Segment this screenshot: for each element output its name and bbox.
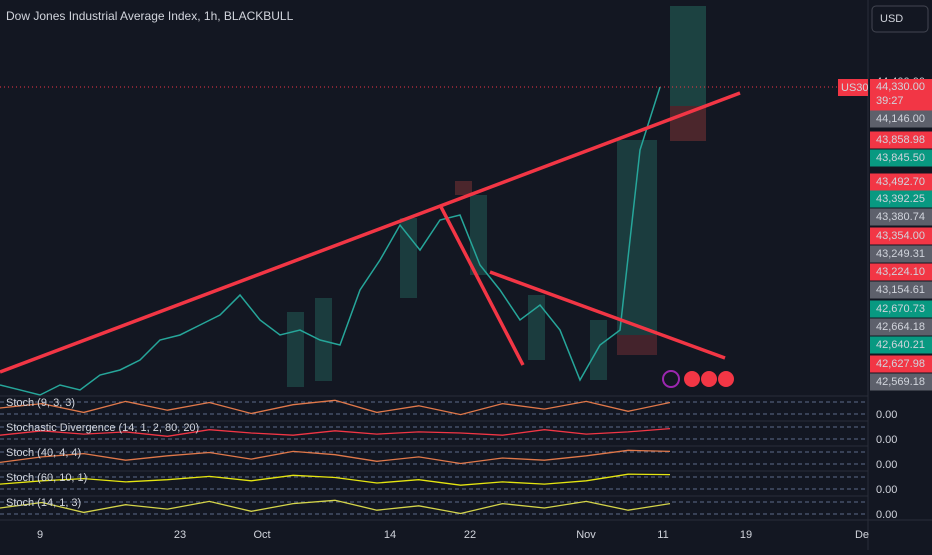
price-tag-text: 42,664.18 <box>876 321 925 333</box>
symbol-tag-text: US30 <box>841 82 869 94</box>
long-position-box <box>670 6 706 106</box>
price-tag <box>870 336 932 354</box>
symbol-tag <box>838 79 868 96</box>
box <box>315 298 332 381</box>
box <box>590 320 607 380</box>
price-tag <box>870 263 932 281</box>
indicator-axis-label: 0.00 <box>876 509 897 521</box>
box <box>470 195 487 275</box>
price-tag-text: 43,492.70 <box>876 176 925 188</box>
price-tag <box>870 131 932 149</box>
x-tick-label: 23 <box>174 529 186 541</box>
price-tag-text: 43,380.74 <box>876 211 925 223</box>
price-tag-text: 43,858.98 <box>876 134 925 146</box>
countdown: 39:27 <box>876 95 904 107</box>
price-tag <box>870 373 932 391</box>
price-tag <box>870 281 932 299</box>
box <box>528 295 545 360</box>
event-icon[interactable] <box>662 370 680 388</box>
price-tag-text: 43,224.10 <box>876 266 925 278</box>
event-icon[interactable] <box>701 371 717 387</box>
currency: USD <box>880 13 903 25</box>
trend-line <box>0 91 741 374</box>
chart-title: Dow Jones Industrial Average Index, 1h, … <box>6 9 294 23</box>
price-tag <box>870 300 932 318</box>
x-tick-label: 19 <box>740 529 752 541</box>
indicator-axis-label: 0.00 <box>876 434 897 446</box>
indicator-label: Stoch (60, 10, 1) <box>6 472 87 484</box>
price-tag-text: 42,670.73 <box>876 303 925 315</box>
indicator-label: Stochastic Divergence (14, 1, 2, 80, 20) <box>6 422 199 434</box>
x-tick-label: 9 <box>37 529 43 541</box>
x-tick-label: Nov <box>576 529 596 541</box>
price-tag <box>870 245 932 263</box>
price-tag <box>870 149 932 167</box>
oscillator-line <box>0 427 671 437</box>
indicator-label: Stoch (40, 4, 4) <box>6 447 81 459</box>
x-tick-label: 11 <box>657 529 668 541</box>
indicator-label: Stoch (14, 1, 3) <box>6 497 81 509</box>
price-tag <box>870 208 932 226</box>
price-tag-text: 43,354.00 <box>876 230 925 242</box>
price-line <box>0 86 661 396</box>
x-tick-label: Oct <box>253 529 270 541</box>
event-icon[interactable] <box>684 371 700 387</box>
price-tag <box>870 79 932 111</box>
price-tag <box>870 227 932 245</box>
x-tick-label: 14 <box>384 529 396 541</box>
indicator-axis-label: 0.00 <box>876 459 897 471</box>
price-tag-text: 43,249.31 <box>876 248 925 260</box>
oscillator-line <box>0 499 671 515</box>
price-tag <box>870 190 932 208</box>
box <box>287 312 304 387</box>
price-tag-text: 44,146.00 <box>876 113 925 125</box>
trend-line <box>438 204 525 366</box>
x-tick-label: 22 <box>464 529 476 541</box>
box <box>455 181 472 195</box>
price-tag-text: 42,640.21 <box>876 339 925 351</box>
price-tag <box>870 355 932 373</box>
price-tag-text: 42,627.98 <box>876 358 925 370</box>
indicator-label: Stoch (9, 3, 3) <box>6 397 75 409</box>
trend-line <box>489 270 726 360</box>
price-tag-text: 42,569.18 <box>876 376 925 388</box>
currency-button[interactable] <box>871 5 929 33</box>
stop-box <box>617 335 657 355</box>
oscillator-line <box>0 449 671 465</box>
price-tag-text: 43,392.25 <box>876 193 925 205</box>
box <box>400 218 417 298</box>
price-tag-text: 43,154.61 <box>876 284 925 296</box>
price-tag-text: 44,330.00 <box>876 81 925 93</box>
x-tick-label: De <box>855 529 869 541</box>
price-tag <box>870 318 932 336</box>
oscillator-line <box>0 399 671 416</box>
indicator-axis-label: 0.00 <box>876 484 897 496</box>
indicator-axis-label: 0.00 <box>876 409 897 421</box>
price-tag <box>870 110 932 128</box>
event-icon[interactable] <box>718 371 734 387</box>
price-tag <box>870 173 932 191</box>
oscillator-line <box>0 473 671 486</box>
price-tag-text: 43,845.50 <box>876 152 925 164</box>
